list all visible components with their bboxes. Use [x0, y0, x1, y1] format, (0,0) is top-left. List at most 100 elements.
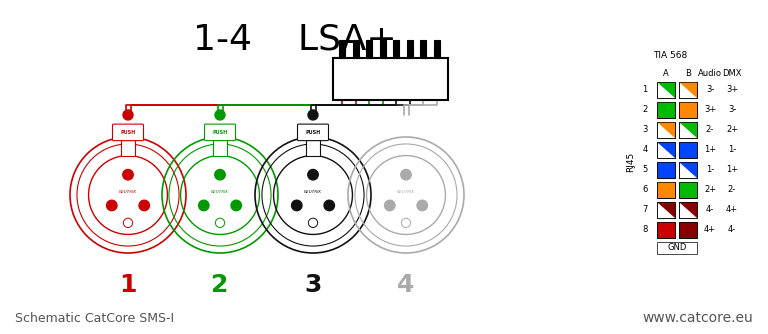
Bar — [679, 182, 697, 198]
Bar — [380, 40, 386, 58]
Bar — [679, 122, 697, 138]
Circle shape — [401, 169, 411, 180]
Text: 3: 3 — [642, 126, 647, 135]
Bar — [657, 82, 675, 98]
Text: 2-: 2- — [706, 126, 714, 135]
Circle shape — [308, 110, 318, 120]
Bar — [679, 182, 697, 198]
Text: 1-4    LSA+: 1-4 LSA+ — [193, 22, 397, 56]
Bar — [657, 102, 675, 118]
Bar — [657, 202, 675, 218]
Bar — [679, 222, 697, 238]
Bar — [657, 142, 675, 158]
Polygon shape — [657, 122, 675, 138]
Bar — [339, 40, 345, 58]
Text: 1: 1 — [119, 273, 137, 297]
Polygon shape — [679, 222, 697, 238]
Polygon shape — [679, 122, 697, 138]
Text: PUSH: PUSH — [306, 130, 320, 135]
Polygon shape — [679, 162, 697, 178]
Text: 8: 8 — [642, 225, 647, 234]
Text: 4+: 4+ — [726, 205, 738, 214]
Polygon shape — [679, 142, 697, 158]
Bar — [657, 242, 697, 254]
Circle shape — [385, 200, 395, 211]
Circle shape — [215, 110, 225, 120]
Text: 1: 1 — [642, 86, 647, 95]
Bar — [657, 162, 675, 178]
Circle shape — [231, 200, 241, 211]
Bar — [657, 102, 675, 118]
Text: Schematic CatCore SMS-I: Schematic CatCore SMS-I — [15, 312, 174, 325]
FancyBboxPatch shape — [112, 124, 144, 141]
Text: PUSH: PUSH — [213, 130, 227, 135]
Circle shape — [417, 200, 428, 211]
Text: 2-: 2- — [728, 185, 736, 194]
Circle shape — [139, 200, 150, 211]
Bar — [679, 202, 697, 218]
Bar — [657, 122, 675, 138]
Bar — [679, 162, 697, 178]
Polygon shape — [679, 82, 697, 98]
Text: 3: 3 — [304, 273, 322, 297]
Text: 4-: 4- — [706, 205, 714, 214]
Circle shape — [199, 200, 209, 211]
Text: B: B — [685, 69, 691, 78]
Bar — [679, 82, 697, 98]
Polygon shape — [657, 82, 675, 98]
Polygon shape — [657, 102, 675, 118]
Polygon shape — [657, 182, 675, 198]
Polygon shape — [679, 102, 697, 118]
Text: RJ45: RJ45 — [627, 152, 635, 172]
Bar — [657, 222, 675, 238]
Bar — [353, 40, 359, 58]
Text: 1-: 1- — [728, 146, 736, 155]
Circle shape — [292, 200, 302, 211]
Text: NEUTRIK: NEUTRIK — [397, 189, 415, 193]
Circle shape — [123, 169, 133, 180]
Bar — [679, 102, 697, 118]
Bar — [366, 40, 372, 58]
Bar — [434, 40, 440, 58]
Text: NEUTRIK: NEUTRIK — [211, 189, 229, 193]
FancyBboxPatch shape — [204, 124, 236, 141]
Polygon shape — [679, 182, 697, 198]
Bar — [657, 182, 675, 198]
Polygon shape — [657, 222, 675, 238]
Text: 2: 2 — [211, 273, 229, 297]
Bar — [657, 162, 675, 178]
Polygon shape — [657, 162, 675, 178]
Text: NEUTRIK: NEUTRIK — [119, 189, 137, 193]
Text: www.catcore.eu: www.catcore.eu — [642, 311, 753, 325]
FancyBboxPatch shape — [297, 124, 329, 141]
Text: 2+: 2+ — [704, 185, 716, 194]
Bar — [657, 222, 675, 238]
Circle shape — [308, 169, 318, 180]
Bar — [306, 140, 320, 156]
Bar — [679, 102, 697, 118]
Bar — [679, 122, 697, 138]
Polygon shape — [679, 202, 697, 218]
Text: 4+: 4+ — [704, 225, 716, 234]
Bar — [407, 40, 412, 58]
Circle shape — [324, 200, 334, 211]
Bar — [679, 142, 697, 158]
Bar — [213, 140, 227, 156]
Bar — [679, 162, 697, 178]
Bar — [420, 40, 426, 58]
Text: 5: 5 — [642, 166, 647, 174]
Text: 4-: 4- — [728, 225, 736, 234]
Bar — [657, 182, 675, 198]
Text: Audio: Audio — [698, 69, 722, 78]
Text: 4: 4 — [642, 146, 647, 155]
Bar — [657, 202, 675, 218]
Text: 3+: 3+ — [726, 86, 738, 95]
Text: 2: 2 — [642, 106, 647, 115]
Text: 3+: 3+ — [704, 106, 716, 115]
Bar — [657, 122, 675, 138]
Text: 7: 7 — [642, 205, 647, 214]
Circle shape — [123, 110, 133, 120]
Text: 4: 4 — [397, 273, 415, 297]
Bar — [679, 202, 697, 218]
Text: 2+: 2+ — [726, 126, 738, 135]
